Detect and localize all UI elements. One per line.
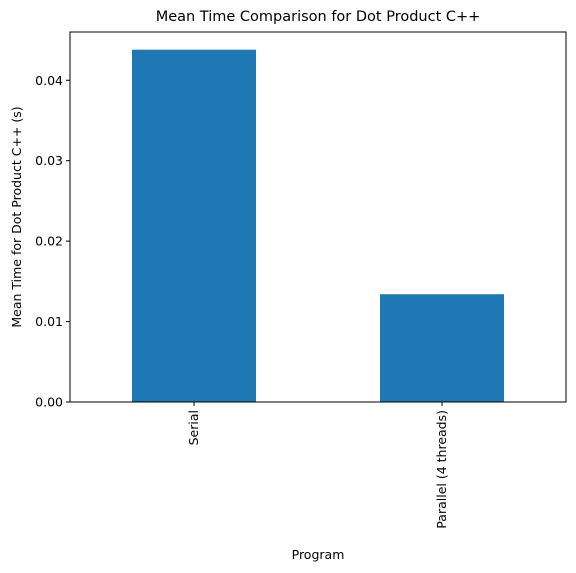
bar-0 bbox=[132, 49, 256, 403]
bars-group bbox=[132, 49, 504, 403]
x-tick-label-0: Serial bbox=[186, 410, 201, 445]
x-tick-label-1: Parallel (4 threads) bbox=[434, 410, 449, 529]
y-axis-ticks: 0.00 0.01 0.02 0.03 0.04 bbox=[35, 73, 70, 410]
plot-frame bbox=[69, 31, 567, 403]
y-tick-label-2: 0.02 bbox=[35, 234, 63, 249]
bar-1 bbox=[380, 294, 504, 402]
y-tick-label-3: 0.03 bbox=[35, 153, 63, 168]
y-tick-label-0: 0.00 bbox=[35, 395, 63, 410]
y-axis-label: Mean Time for Dot Product C++ (s) bbox=[9, 106, 24, 327]
x-axis-ticks: Serial Parallel (4 threads) bbox=[186, 402, 449, 529]
y-tick-label-4: 0.04 bbox=[35, 73, 63, 88]
y-tick-label-1: 0.01 bbox=[35, 314, 63, 329]
chart-title: Mean Time Comparison for Dot Product C++ bbox=[156, 9, 481, 25]
x-axis-label: Program bbox=[292, 547, 345, 562]
